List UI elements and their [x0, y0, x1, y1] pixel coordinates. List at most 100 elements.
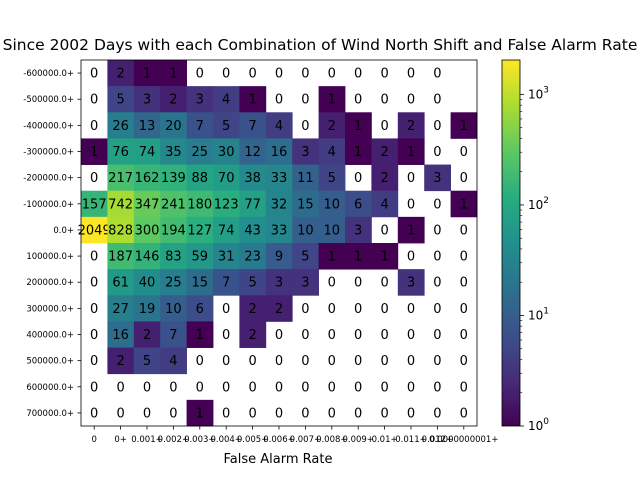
cell-value-label: 1 — [328, 250, 336, 265]
heatmap-cell — [186, 243, 214, 270]
heatmap-cell — [450, 112, 478, 139]
cell-value-label: 0 — [143, 406, 151, 421]
cell-value-label: 1 — [460, 197, 468, 212]
cell-value-label: 0 — [433, 197, 441, 212]
cell-value-label: 0 — [433, 119, 441, 134]
cell-value-label: 0 — [433, 302, 441, 317]
cell-value-label: 0 — [380, 406, 388, 421]
cell-value-label: 0 — [90, 250, 98, 265]
heatmap-cell — [213, 164, 240, 192]
heatmap-cell — [265, 164, 293, 192]
heatmap-cell — [213, 112, 240, 139]
heatmap-cell — [371, 243, 399, 270]
cell-value-label: 0 — [248, 354, 256, 369]
heatmap-cell — [107, 112, 135, 139]
cell-value-label: 0 — [301, 93, 309, 108]
heatmap-cell — [160, 60, 187, 87]
heatmap-cell — [265, 138, 293, 165]
cell-value-label: 12 — [244, 145, 261, 160]
cell-value-label: 5 — [301, 250, 309, 265]
cell-value-label: 0 — [380, 380, 388, 395]
heatmap-cell — [107, 86, 135, 113]
y-axis-ticks: -600000.0+ -500000.0+ -400000.0+ -300000.0+… — [23, 69, 81, 419]
heatmap-cell — [345, 138, 372, 165]
heatmap-cell — [81, 138, 108, 165]
cell-value-label: 13 — [139, 119, 156, 134]
cell-value-label: 828 — [108, 223, 133, 238]
heatmap-cell — [160, 269, 187, 296]
x-tick-label: 0.003+ — [184, 435, 215, 445]
cell-value-label: 0 — [380, 93, 388, 108]
cell-value-label: 300 — [135, 223, 160, 238]
cell-value-label: 0 — [380, 328, 388, 343]
cell-value-label: 157 — [82, 197, 107, 212]
heatmap-cell — [107, 164, 135, 192]
cell-value-label: 0 — [275, 93, 283, 108]
y-tick-label: 100000.0+ — [26, 252, 74, 262]
cell-value-label: 1 — [354, 145, 362, 160]
cell-value-label: 0 — [248, 380, 256, 395]
cell-value-label: 61 — [112, 276, 129, 291]
colorbar-gradient — [501, 59, 521, 427]
cell-value-label: 180 — [187, 197, 212, 212]
heatmap-cell — [292, 190, 319, 218]
cell-value-label: 347 — [135, 197, 160, 212]
cell-value-label: 0 — [222, 406, 230, 421]
cell-value-label: 0 — [275, 67, 283, 82]
heatmap-cell — [318, 112, 346, 139]
x-tick-label: 0.004+ — [210, 435, 241, 445]
cell-value-label: 1 — [90, 145, 98, 160]
cell-value-label: 40 — [139, 276, 156, 291]
cell-value-label: 0 — [301, 354, 309, 369]
heatmap-cell — [186, 86, 214, 113]
cell-value-label: 0 — [354, 380, 362, 395]
cell-value-label: 5 — [143, 354, 151, 369]
cell-value-label: 74 — [218, 223, 235, 238]
heatmap-cell — [107, 138, 135, 165]
x-axis-ticks: 0 0+ 0.001+0.002+0.003+0.004+0.005+0.006+0… — [91, 426, 498, 445]
colorbar-tick-label: 100 — [528, 417, 549, 433]
cell-value-label: 0 — [407, 380, 415, 395]
heatmap-cell — [160, 190, 187, 218]
heatmap-cell — [186, 216, 214, 244]
heatmap-cell — [292, 269, 319, 296]
heatmap-cell — [239, 138, 267, 165]
heatmap-cell — [239, 86, 267, 113]
cell-value-label: 0 — [433, 93, 441, 108]
heatmap-cell — [239, 269, 267, 296]
cell-value-label: 127 — [187, 223, 212, 238]
heatmap-cell — [265, 190, 293, 218]
cell-value-label: 0 — [460, 302, 468, 317]
cell-value-label: 2 — [248, 302, 256, 317]
heatmap-cell — [107, 269, 135, 296]
cell-value-label: 0 — [301, 119, 309, 134]
cell-value-label: 4 — [222, 93, 230, 108]
y-tick-label: 500000.0+ — [26, 357, 74, 367]
cell-value-label: 0 — [328, 380, 336, 395]
cell-value-label: 1 — [196, 406, 204, 421]
cell-value-label: 1 — [460, 119, 468, 134]
cell-value-label: 0 — [460, 250, 468, 265]
cell-value-label: 0 — [354, 171, 362, 186]
cell-value-label: 0 — [407, 93, 415, 108]
cell-value-label: 2 — [116, 67, 124, 82]
heatmap-cell — [424, 164, 451, 192]
cell-value-label: 16 — [112, 328, 129, 343]
cell-value-label: 1 — [143, 67, 151, 82]
heatmap-cell — [239, 216, 267, 244]
heatmap-cell — [239, 190, 267, 218]
cell-value-label: 23 — [244, 250, 261, 265]
cell-value-label: 0 — [328, 328, 336, 343]
cell-value-label: 0 — [196, 354, 204, 369]
heatmap-cell — [133, 138, 161, 165]
cell-value-label: 0 — [222, 354, 230, 369]
cell-value-label: 0 — [433, 145, 441, 160]
cell-value-label: 0 — [90, 276, 98, 291]
cell-value-label: 0 — [90, 406, 98, 421]
cell-value-label: 0 — [460, 223, 468, 238]
x-tick-label: 0.007+ — [290, 435, 321, 445]
cell-value-label: 0 — [354, 328, 362, 343]
cell-value-label: 0 — [328, 67, 336, 82]
x-tick-label: 0.0000000001+ — [429, 435, 498, 445]
